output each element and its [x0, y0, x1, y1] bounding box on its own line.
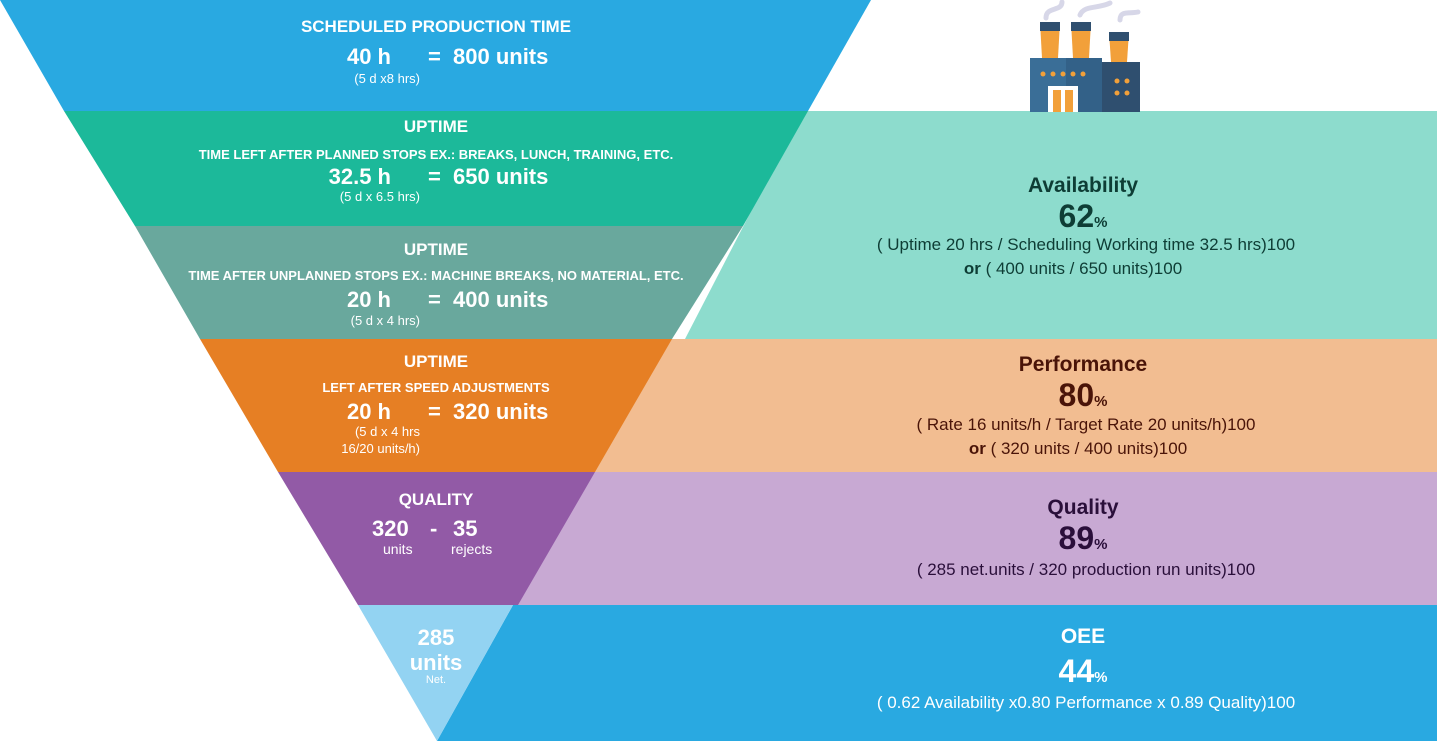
- quality-panel: [516, 472, 1437, 605]
- availability-title: Availability: [1027, 174, 1139, 197]
- factory-icon: [1030, 0, 1141, 112]
- funnel-net-layer: [358, 605, 513, 741]
- performance-value: 80: [1058, 377, 1095, 413]
- uptime-planned-units: 650 units: [453, 164, 549, 189]
- performance-unit: %: [1094, 393, 1108, 410]
- quality-unit: %: [1094, 536, 1108, 553]
- performance-or: or: [968, 439, 986, 458]
- uptime-speed-subtitle: LEFT AFTER SPEED ADJUSTMENTS: [322, 380, 550, 395]
- performance-alt-formula: or ( 320 units / 400 units)100: [969, 440, 1187, 457]
- scheduled-equals: =: [428, 44, 441, 69]
- scheduled-note: (5 d x8 hrs): [354, 71, 420, 86]
- uptime-unplanned-note: (5 d x 4 hrs): [350, 313, 420, 328]
- availability-value: 62: [1058, 198, 1095, 234]
- quality-rejects-label: rejects: [451, 541, 493, 557]
- availability-or: or: [963, 259, 981, 278]
- quality-value-group: 89%: [1059, 522, 1108, 554]
- net-suffix: Net.: [425, 674, 447, 686]
- uptime-planned-note: (5 d x 6.5 hrs): [339, 189, 420, 204]
- quality-value: 89: [1058, 520, 1095, 556]
- uptime-speed-equals: =: [428, 399, 441, 424]
- uptime-planned-subtitle: TIME LEFT AFTER PLANNED STOPS EX.: BREAK…: [198, 147, 674, 162]
- availability-unit: %: [1094, 214, 1108, 231]
- performance-formula-alt: ( 320 units / 400 units)100: [985, 439, 1188, 458]
- availability-alt-formula: or ( 400 units / 650 units)100: [964, 260, 1182, 277]
- oee-formula: ( 0.62 Availability x0.80 Performance x …: [876, 693, 1296, 712]
- uptime-unplanned-hours: 20 h: [346, 287, 391, 312]
- scheduled-hours: 40 h: [346, 44, 391, 69]
- quality-units-value: 320: [372, 516, 409, 541]
- availability-formula-alt: ( 400 units / 650 units)100: [980, 259, 1183, 278]
- oee-value-group: 44%: [1059, 655, 1108, 687]
- funnel-uptime-planned-layer: [64, 111, 808, 226]
- uptime-planned-hours: 32.5 h: [328, 164, 391, 189]
- oee-unit: %: [1094, 669, 1108, 686]
- quality-funnel-title: QUALITY: [398, 490, 474, 509]
- availability-panel: [685, 111, 1437, 339]
- performance-value-group: 80%: [1059, 379, 1108, 411]
- funnel-scheduled-layer: [0, 0, 871, 111]
- availability-value-group: 62%: [1059, 200, 1108, 232]
- quality-title: Quality: [1047, 496, 1119, 519]
- scheduled-units: 800 units: [453, 44, 549, 69]
- oee-title: OEE: [1060, 625, 1106, 648]
- uptime-unplanned-equals: =: [428, 287, 441, 312]
- uptime-unplanned-units: 400 units: [453, 287, 549, 312]
- funnel-uptime-speed-layer: [200, 339, 672, 472]
- funnel-uptime-unplanned-layer: [135, 226, 743, 339]
- uptime-speed-note-line1: (5 d x 4 hrs: [354, 424, 420, 439]
- performance-title: Performance: [1018, 353, 1148, 376]
- uptime-speed-note-line2: 16/20 units/h): [341, 441, 420, 456]
- quality-formula: ( 285 net.units / 320 production run uni…: [916, 560, 1256, 579]
- uptime-speed-title: UPTIME: [403, 352, 469, 371]
- availability-formula: ( Uptime 20 hrs / Scheduling Working tim…: [876, 235, 1296, 254]
- uptime-speed-units: 320 units: [453, 399, 549, 424]
- quality-rejects-value: 35: [453, 516, 478, 541]
- quality-units-label: units: [383, 541, 413, 557]
- oee-value: 44: [1058, 653, 1095, 689]
- uptime-planned-title: UPTIME: [403, 117, 469, 136]
- net-value: 285: [417, 625, 455, 650]
- performance-panel: [593, 339, 1437, 472]
- uptime-unplanned-subtitle: TIME AFTER UNPLANNED STOPS EX.: MACHINE …: [188, 268, 684, 283]
- oee-panel: [437, 605, 1437, 741]
- scheduled-title: SCHEDULED PRODUCTION TIME: [300, 17, 572, 36]
- performance-formula: ( Rate 16 units/h / Target Rate 20 units…: [916, 415, 1256, 434]
- uptime-planned-equals: =: [428, 164, 441, 189]
- net-label: units: [409, 650, 463, 675]
- uptime-speed-hours: 20 h: [346, 399, 391, 424]
- funnel-quality-layer: [278, 472, 595, 605]
- uptime-unplanned-title: UPTIME: [403, 240, 469, 259]
- quality-minus: -: [430, 516, 438, 541]
